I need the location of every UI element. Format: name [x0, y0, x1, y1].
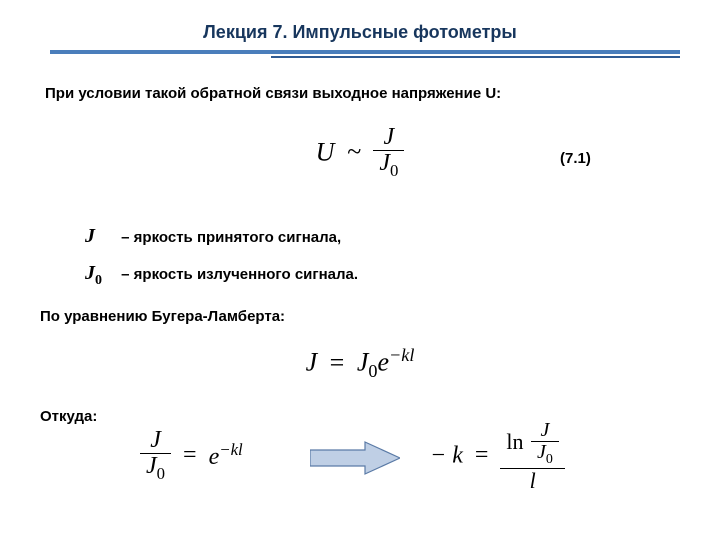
rule-top [50, 50, 680, 54]
eq3l-rhs: e−kl [209, 444, 243, 470]
def-J0-text: – яркость излученного сигнала. [121, 266, 358, 283]
slide-title: Лекция 7. Импульсные фотометры [0, 22, 720, 43]
eq3l-fraction: J J0 [140, 428, 171, 483]
equation-ratio: J J0 = e−kl [140, 428, 243, 483]
eq3l-exp: −kl [219, 440, 242, 459]
paragraph-whence: Откуда: [40, 408, 97, 425]
eq2-exp: −kl [389, 345, 414, 365]
definition-J: J – яркость принятого сигнала, [85, 225, 341, 248]
eq2-equals: = [330, 348, 345, 377]
eq3r-outer-den: l [500, 468, 565, 492]
eq2-e: e [377, 348, 389, 377]
eq3l-equals: = [183, 442, 197, 468]
eq3l-den-sub: 0 [157, 464, 165, 483]
eq1-denominator: J0 [373, 150, 404, 179]
symbol-J0-sub: 0 [95, 273, 102, 288]
equation-7-1: U ~ J J0 [0, 125, 720, 180]
eq3l-den-base: J [146, 453, 157, 479]
eq3r-inner-fraction: J J0 [531, 420, 559, 468]
eq3r-outer-num: ln J J0 [500, 420, 565, 468]
symbol-J0-base: J [85, 262, 95, 284]
title-underline [50, 50, 680, 58]
eq3r-inner-num: J [531, 420, 559, 441]
equation-bouguer-lambert: J = J0e−kl [0, 345, 720, 382]
eq3l-num: J [140, 428, 171, 453]
eq3r-equals: = [475, 442, 489, 468]
def-J-text: – яркость принятого сигнала, [121, 229, 341, 246]
paragraph-feedback-condition: При условии такой обратной связи выходно… [45, 85, 501, 102]
eq3r-outer-fraction: ln J J0 l [500, 420, 565, 492]
eq3r-minus-k: − k [430, 442, 463, 468]
eq1-numerator: J [373, 125, 404, 150]
eq2-lhs: J [306, 348, 318, 377]
equation-number-7-1: (7.1) [560, 150, 591, 167]
eq3r-inner-den: J0 [531, 441, 559, 468]
paragraph-bouguer-lambert: По уравнению Бугера-Ламберта: [40, 308, 285, 325]
rule-bottom [271, 56, 681, 58]
eq2-rhs-base: J [357, 348, 369, 377]
definition-J0: J0 – яркость излученного сигнала. [85, 262, 358, 289]
eq1-fraction: J J0 [373, 125, 404, 180]
eq3r-ln: ln [506, 429, 523, 454]
symbol-J: J [85, 225, 117, 248]
eq1-lhs: U [316, 137, 335, 166]
eq3r-inner-den-sub: 0 [546, 452, 553, 467]
symbol-J0: J0 [85, 262, 117, 289]
equation-minus-k: − k = ln J J0 l [430, 420, 565, 492]
eq3r-inner-den-base: J [537, 441, 546, 463]
arrow-right-icon [310, 440, 400, 476]
eq1-den-sub: 0 [390, 161, 398, 180]
eq3l-den: J0 [140, 453, 171, 482]
eq3l-e: e [209, 444, 220, 470]
eq1-tilde: ~ [347, 137, 361, 166]
eq1-den-base: J [379, 150, 390, 176]
